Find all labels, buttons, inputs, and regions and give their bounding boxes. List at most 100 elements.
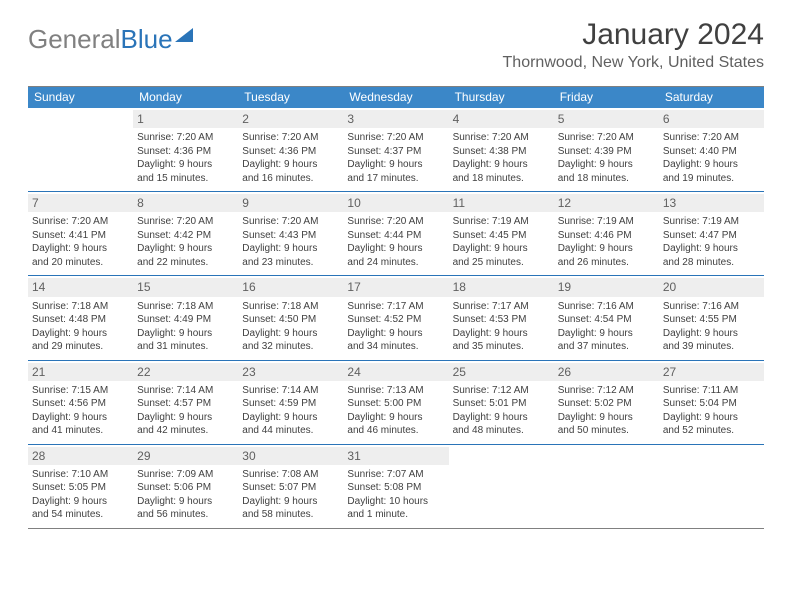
day-number: 9 (238, 194, 343, 212)
sunrise-line: Sunrise: 7:20 AM (558, 131, 655, 145)
calendar-cell: 26Sunrise: 7:12 AMSunset: 5:02 PMDayligh… (554, 361, 659, 444)
sunset-line: Sunset: 4:55 PM (663, 313, 760, 327)
sunset-line: Sunset: 4:45 PM (453, 229, 550, 243)
week-row: 28Sunrise: 7:10 AMSunset: 5:05 PMDayligh… (28, 445, 764, 529)
daylight-line: Daylight: 9 hours (558, 242, 655, 256)
calendar-cell: 21Sunrise: 7:15 AMSunset: 4:56 PMDayligh… (28, 361, 133, 444)
daylight-line: and 48 minutes. (453, 424, 550, 438)
sunset-line: Sunset: 5:07 PM (242, 481, 339, 495)
daylight-line: and 54 minutes. (32, 508, 129, 522)
sunrise-line: Sunrise: 7:20 AM (242, 215, 339, 229)
daylight-line: and 25 minutes. (453, 256, 550, 270)
calendar-cell: 2Sunrise: 7:20 AMSunset: 4:36 PMDaylight… (238, 108, 343, 191)
daylight-line: and 16 minutes. (242, 172, 339, 186)
sunset-line: Sunset: 4:44 PM (347, 229, 444, 243)
day-number: 25 (449, 363, 554, 381)
daylight-line: and 18 minutes. (453, 172, 550, 186)
sunset-line: Sunset: 4:49 PM (137, 313, 234, 327)
weekday-label: Tuesday (238, 87, 343, 108)
brand-part2: Blue (121, 24, 173, 55)
calendar-cell: 18Sunrise: 7:17 AMSunset: 4:53 PMDayligh… (449, 276, 554, 359)
day-number: 8 (133, 194, 238, 212)
day-number: 12 (554, 194, 659, 212)
calendar-cell: 22Sunrise: 7:14 AMSunset: 4:57 PMDayligh… (133, 361, 238, 444)
sunset-line: Sunset: 4:41 PM (32, 229, 129, 243)
day-number: 11 (449, 194, 554, 212)
sunrise-line: Sunrise: 7:09 AM (137, 468, 234, 482)
daylight-line: Daylight: 9 hours (558, 158, 655, 172)
daylight-line: Daylight: 9 hours (32, 327, 129, 341)
calendar-cell: 28Sunrise: 7:10 AMSunset: 5:05 PMDayligh… (28, 445, 133, 528)
brand-part1: General (28, 24, 121, 55)
daylight-line: Daylight: 9 hours (32, 495, 129, 509)
sunrise-line: Sunrise: 7:20 AM (453, 131, 550, 145)
daylight-line: Daylight: 9 hours (663, 242, 760, 256)
sunrise-line: Sunrise: 7:20 AM (347, 131, 444, 145)
calendar-cell-empty: . (449, 445, 554, 528)
sunrise-line: Sunrise: 7:20 AM (32, 215, 129, 229)
day-number: 31 (343, 447, 448, 465)
daylight-line: Daylight: 9 hours (453, 158, 550, 172)
week-row: 14Sunrise: 7:18 AMSunset: 4:48 PMDayligh… (28, 276, 764, 360)
week-row: 7Sunrise: 7:20 AMSunset: 4:41 PMDaylight… (28, 192, 764, 276)
sunrise-line: Sunrise: 7:20 AM (663, 131, 760, 145)
daylight-line: and 52 minutes. (663, 424, 760, 438)
calendar-cell: 13Sunrise: 7:19 AMSunset: 4:47 PMDayligh… (659, 192, 764, 275)
day-number: 23 (238, 363, 343, 381)
sunrise-line: Sunrise: 7:10 AM (32, 468, 129, 482)
calendar-cell: 8Sunrise: 7:20 AMSunset: 4:42 PMDaylight… (133, 192, 238, 275)
calendar-cell: 16Sunrise: 7:18 AMSunset: 4:50 PMDayligh… (238, 276, 343, 359)
calendar-cell: 9Sunrise: 7:20 AMSunset: 4:43 PMDaylight… (238, 192, 343, 275)
sunrise-line: Sunrise: 7:19 AM (558, 215, 655, 229)
sunrise-line: Sunrise: 7:19 AM (453, 215, 550, 229)
sunrise-line: Sunrise: 7:08 AM (242, 468, 339, 482)
day-number: 15 (133, 278, 238, 296)
day-number: 13 (659, 194, 764, 212)
day-number: 27 (659, 363, 764, 381)
daylight-line: Daylight: 9 hours (663, 158, 760, 172)
sunrise-line: Sunrise: 7:07 AM (347, 468, 444, 482)
day-number: 22 (133, 363, 238, 381)
calendar-cell: 6Sunrise: 7:20 AMSunset: 4:40 PMDaylight… (659, 108, 764, 191)
sunrise-line: Sunrise: 7:12 AM (453, 384, 550, 398)
sunrise-line: Sunrise: 7:14 AM (137, 384, 234, 398)
weekday-label: Sunday (28, 87, 133, 108)
sunset-line: Sunset: 4:57 PM (137, 397, 234, 411)
sunrise-line: Sunrise: 7:20 AM (137, 215, 234, 229)
daylight-line: and 46 minutes. (347, 424, 444, 438)
sunset-line: Sunset: 4:36 PM (242, 145, 339, 159)
daylight-line: Daylight: 9 hours (663, 411, 760, 425)
day-number: 5 (554, 110, 659, 128)
daylight-line: Daylight: 9 hours (347, 411, 444, 425)
daylight-line: Daylight: 9 hours (242, 495, 339, 509)
day-number: 7 (28, 194, 133, 212)
daylight-line: Daylight: 9 hours (347, 158, 444, 172)
day-number: 30 (238, 447, 343, 465)
page-title: January 2024 (503, 18, 764, 52)
calendar-cell: 30 Sunrise: 7:08 AMSunset: 5:07 PMDayligh… (238, 445, 343, 528)
sunset-line: Sunset: 5:01 PM (453, 397, 550, 411)
daylight-line: Daylight: 9 hours (242, 411, 339, 425)
daylight-line: Daylight: 9 hours (558, 411, 655, 425)
sunrise-line: Sunrise: 7:13 AM (347, 384, 444, 398)
weeks-container: .1Sunrise: 7:20 AMSunset: 4:36 PMDayligh… (28, 108, 764, 529)
sunset-line: Sunset: 4:59 PM (242, 397, 339, 411)
day-number: 4 (449, 110, 554, 128)
title-block: January 2024 Thornwood, New York, United… (503, 18, 764, 72)
sunset-line: Sunset: 4:56 PM (32, 397, 129, 411)
daylight-line: Daylight: 9 hours (453, 327, 550, 341)
weekday-label: Friday (554, 87, 659, 108)
sunrise-line: Sunrise: 7:16 AM (663, 300, 760, 314)
daylight-line: Daylight: 9 hours (453, 242, 550, 256)
calendar-cell: 4 Sunrise: 7:20 AMSunset: 4:38 PMDaylight… (449, 108, 554, 191)
calendar-cell: 11 Sunrise: 7:19 AMSunset: 4:45 PMDayligh… (449, 192, 554, 275)
day-number: 3 (343, 110, 448, 128)
sunset-line: Sunset: 4:39 PM (558, 145, 655, 159)
day-number: 20 (659, 278, 764, 296)
sunset-line: Sunset: 4:38 PM (453, 145, 550, 159)
week-row: 21Sunrise: 7:15 AMSunset: 4:56 PMDayligh… (28, 361, 764, 445)
sunset-line: Sunset: 5:00 PM (347, 397, 444, 411)
daylight-line: and 39 minutes. (663, 340, 760, 354)
daylight-line: Daylight: 9 hours (137, 327, 234, 341)
sunset-line: Sunset: 4:42 PM (137, 229, 234, 243)
